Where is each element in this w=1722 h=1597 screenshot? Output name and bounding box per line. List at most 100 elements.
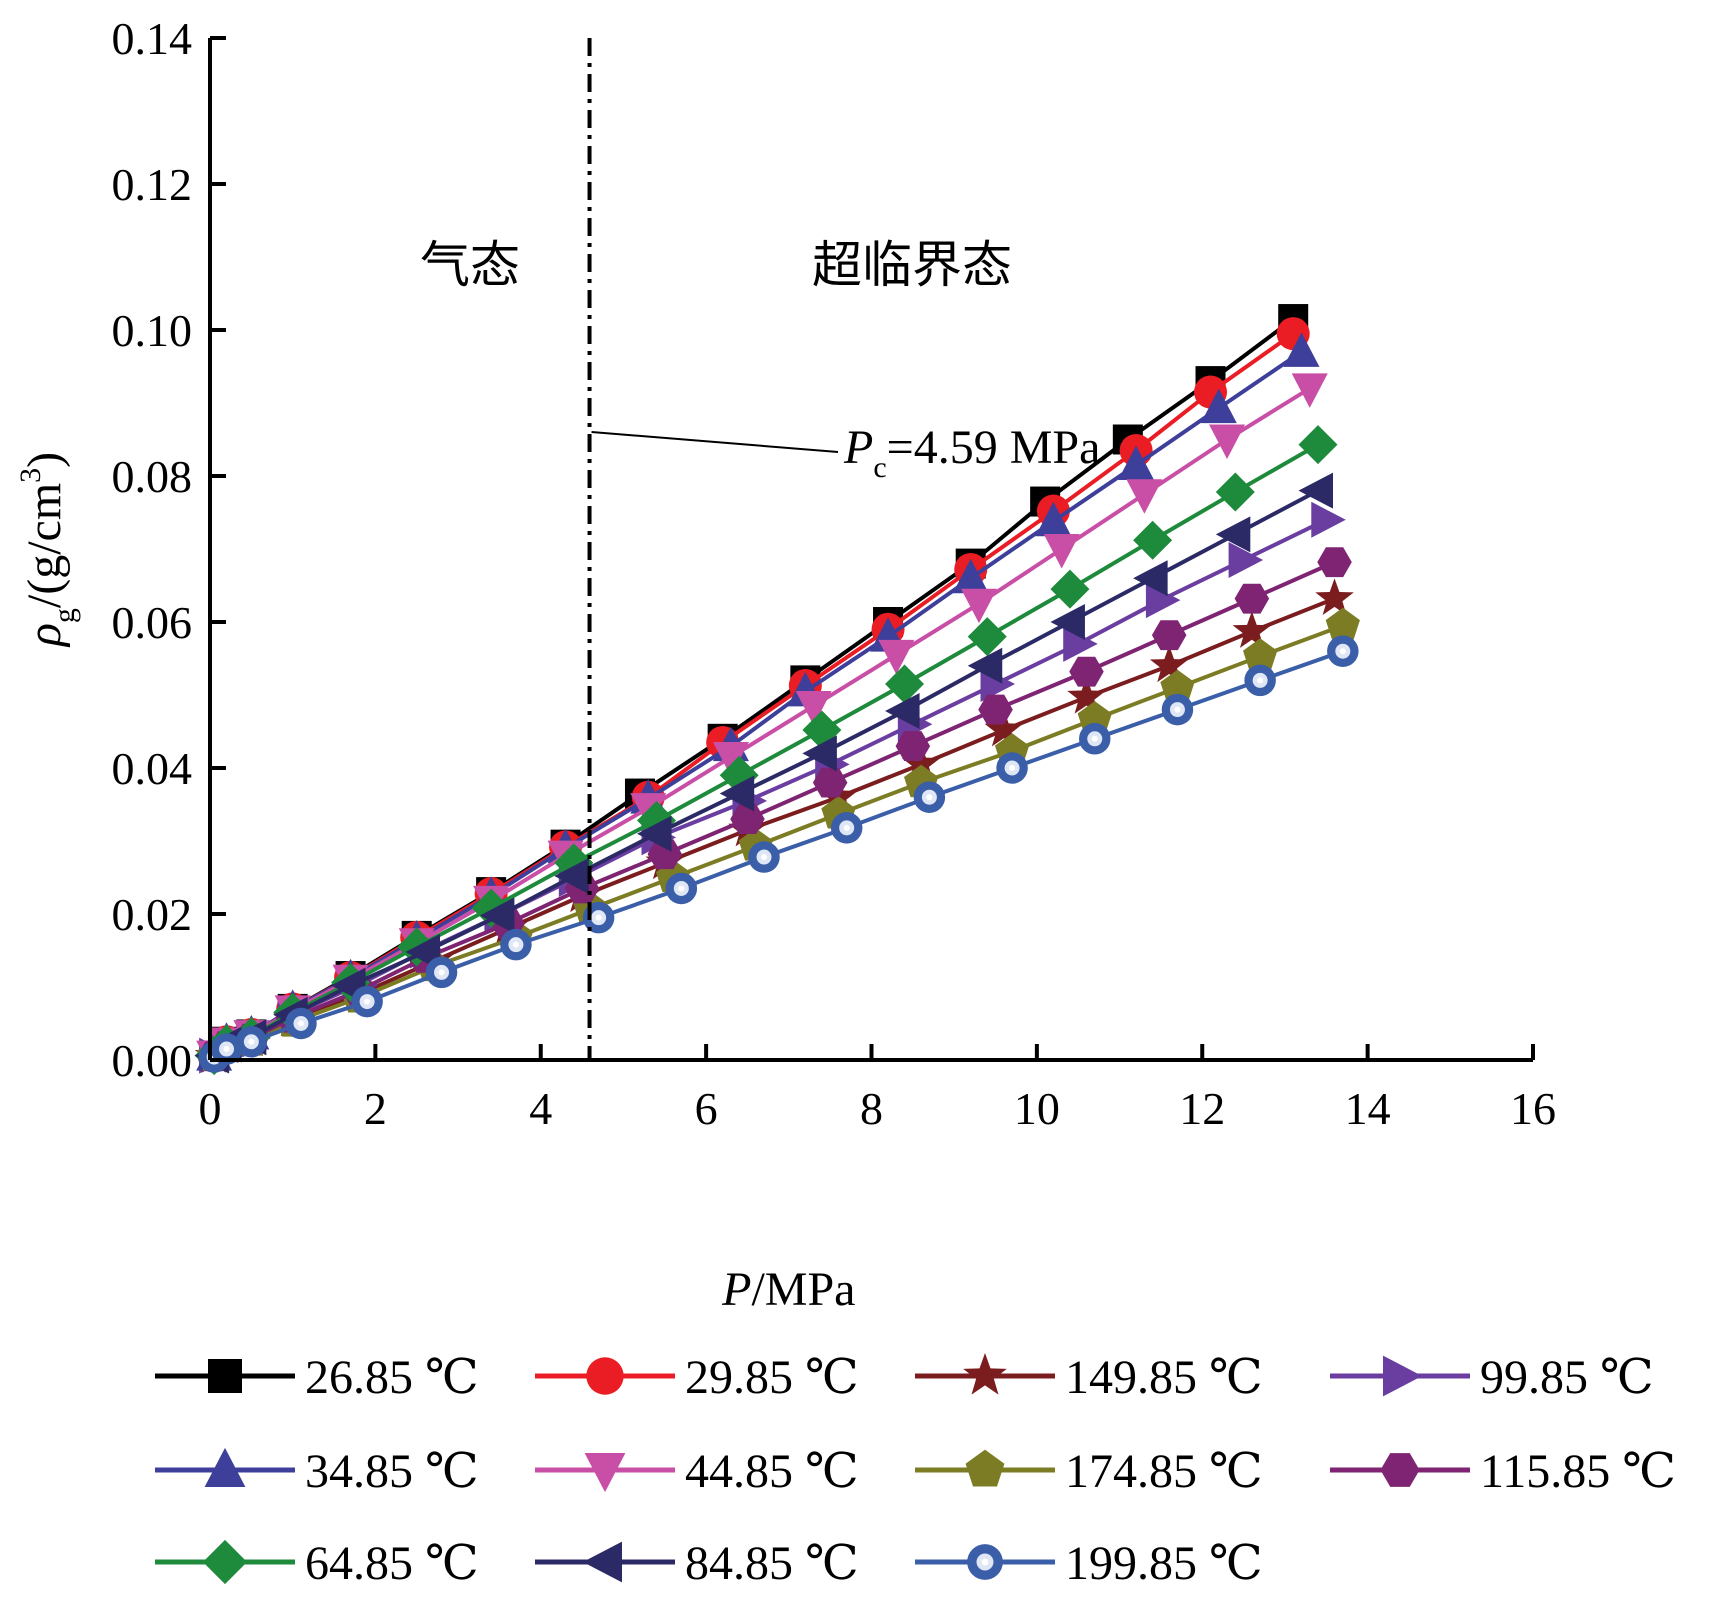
x-tick-label: 10 <box>1014 1083 1060 1134</box>
data-point <box>952 558 989 594</box>
y-tick-label: 0.06 <box>112 597 193 648</box>
data-point <box>1200 388 1237 424</box>
data-point <box>795 690 832 726</box>
x-tick-label: 4 <box>529 1083 552 1134</box>
data-point <box>960 588 997 624</box>
y-tick-label: 0.12 <box>112 159 193 210</box>
data-point <box>885 693 920 730</box>
critical-label-subscript: c <box>873 451 886 484</box>
data-point <box>586 1357 624 1395</box>
y-tick-label: 0.08 <box>112 451 193 502</box>
y-tick-label: 0.00 <box>112 1035 193 1086</box>
x-tick-label: 14 <box>1345 1083 1391 1134</box>
data-point <box>1133 520 1173 560</box>
legend-label: 174.85 ℃ <box>1065 1445 1263 1498</box>
data-point <box>1067 676 1106 714</box>
x-tick-label: 12 <box>1179 1083 1225 1134</box>
data-point <box>1315 578 1354 616</box>
data-point <box>208 1359 242 1393</box>
data-point <box>1311 501 1346 538</box>
data-point <box>1215 516 1251 553</box>
series-26.85C <box>199 304 1309 1071</box>
data-point <box>584 1453 626 1493</box>
data-point <box>965 1449 1005 1487</box>
data-point-ring-center <box>364 998 371 1005</box>
data-point <box>479 897 515 934</box>
data-point <box>812 767 848 798</box>
data-point <box>895 731 931 762</box>
y-axis-title-subscript: g <box>48 608 81 623</box>
y-axis-title-close: ) <box>18 452 71 468</box>
y-axis-title-superscript: 3 <box>14 468 47 483</box>
data-point <box>202 1539 248 1585</box>
legend-label: 199.85 ℃ <box>1065 1537 1263 1590</box>
y-tick-label: 0.10 <box>112 305 193 356</box>
data-point-ring-center <box>248 1038 255 1045</box>
data-point <box>1050 604 1085 640</box>
data-point <box>1126 479 1163 514</box>
data-point <box>637 815 672 852</box>
legend-label: 44.85 ℃ <box>685 1445 859 1498</box>
data-point <box>1291 373 1328 408</box>
data-point <box>1383 1355 1423 1397</box>
data-point <box>1077 701 1112 734</box>
data-point <box>967 617 1007 657</box>
axes-layer: 0 2 4 6 8 10 12 14 16 0.000.020.040.060.080.100.… <box>112 13 1557 1134</box>
data-point-ring-center <box>761 854 768 861</box>
data-point <box>963 1353 1007 1395</box>
data-point <box>1063 625 1098 662</box>
data-point <box>1380 1453 1420 1487</box>
legend-label: 84.85 ℃ <box>685 1537 859 1590</box>
data-point-ring-center <box>1339 648 1346 655</box>
data-point <box>1035 501 1072 537</box>
data-point <box>802 735 837 772</box>
supercritical-region-label: 超临界态 <box>812 237 1012 293</box>
data-point-ring-center <box>438 969 445 976</box>
y-ticks: 0.00 0.02 0.04 0.06 0.08 0.10 0.12 0.14 <box>112 13 226 1086</box>
legend-label: 34.85 ℃ <box>305 1445 479 1498</box>
data-point <box>1069 656 1104 687</box>
x-axis-title: P/MPa <box>721 1263 855 1316</box>
x-tick-label: 8 <box>860 1083 883 1134</box>
data-point-ring-center <box>843 824 850 831</box>
data-point-ring-center <box>981 1558 989 1566</box>
critical-pressure-leader <box>591 431 839 453</box>
series-84.85C <box>194 472 1334 1074</box>
legend-item: 29.85 ℃ <box>535 1351 859 1404</box>
data-point <box>885 664 925 704</box>
series-layer <box>194 304 1360 1076</box>
data-point <box>1298 472 1334 509</box>
legend-item: 26.85 ℃ <box>155 1351 479 1404</box>
legend-item: 199.85 ℃ <box>915 1537 1263 1590</box>
data-point <box>204 1447 246 1487</box>
legend-item: 99.85 ℃ <box>1330 1351 1654 1404</box>
data-point <box>1228 541 1264 578</box>
legend-item: 64.85 ℃ <box>155 1537 479 1590</box>
x-tick-label: 6 <box>695 1083 718 1134</box>
data-point <box>1215 472 1255 512</box>
x-tick-label: 2 <box>364 1083 387 1134</box>
data-point <box>730 804 765 835</box>
legend-label: 99.85 ℃ <box>1480 1351 1654 1404</box>
data-point <box>1209 424 1246 459</box>
x-tick-label: 16 <box>1510 1083 1556 1134</box>
series-34.85C <box>196 332 1320 1071</box>
legend-label: 26.85 ℃ <box>305 1351 479 1404</box>
y-axis-title: ρg/(g/cm3) <box>14 452 81 648</box>
data-point <box>1133 560 1168 597</box>
legend-item: 115.85 ℃ <box>1330 1445 1676 1498</box>
critical-pressure-label: Pc=4.59 MPa <box>843 421 1100 484</box>
y-axis-title-unit: /(g/cm <box>18 483 71 608</box>
data-point-ring-center <box>1174 706 1181 713</box>
gas-region-label: 气态 <box>420 237 520 293</box>
legend-label: 149.85 ℃ <box>1065 1351 1263 1404</box>
data-point-ring-center <box>512 941 519 948</box>
y-axis-title-symbol: ρ <box>18 623 71 648</box>
data-point-ring-center <box>926 794 933 801</box>
data-point-ring-center <box>1257 677 1264 684</box>
legend-item: 149.85 ℃ <box>915 1351 1263 1404</box>
data-point <box>1283 332 1320 367</box>
data-point <box>984 709 1024 747</box>
y-tick-label: 0.04 <box>112 743 193 794</box>
data-point <box>1160 669 1195 703</box>
